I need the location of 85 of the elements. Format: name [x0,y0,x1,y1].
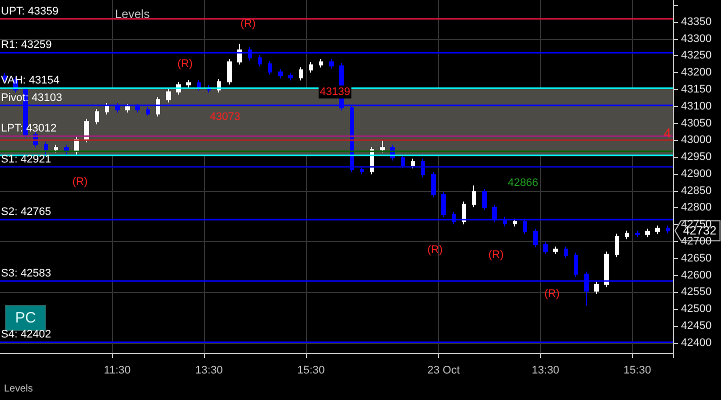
candlestick [166,88,171,103]
y-tick-label: 42950 [681,151,712,164]
candlestick [299,66,303,81]
annotation: 43073 [210,111,240,123]
candlestick [288,72,293,81]
candlestick [329,58,334,70]
candlestick [84,118,89,143]
annotation: 42866 [508,177,538,189]
annotation: (R) [488,249,504,261]
y-tick-label: 42850 [681,184,712,197]
y-tick-label: 42800 [681,202,712,214]
y-tick-label: 42500 [681,303,712,316]
candlestick [604,251,609,288]
x-tick-label: 15:30 [624,364,652,376]
candlestick [227,58,232,85]
candlestick [462,201,466,225]
annotation: (R) [544,288,560,300]
y-tick-label: 43200 [681,66,712,79]
candlestick [645,228,650,238]
candlestick [268,60,272,76]
candlestick [125,104,130,113]
candlestick [411,158,415,169]
y-tick-label: 43350 [681,16,712,28]
candlestick [635,230,640,238]
candlestick [533,228,538,248]
annotation: (R) [427,244,443,256]
candlestick [278,68,283,79]
candlestick [380,140,385,153]
annotation: (R) [72,176,88,188]
y-tick-label: 42900 [681,168,712,180]
candlestick [44,141,48,155]
y-tick-label: 43100 [681,100,712,112]
text: Levels [115,7,150,21]
candlestick [513,218,517,227]
ref-line-label: UPT: 43359 [1,5,58,18]
y-tick-label: 42400 [681,336,712,349]
candlestick [105,102,109,116]
candlestick [309,62,313,74]
y-tick-label: 42600 [681,269,712,282]
candlestick [472,184,476,208]
annotation: 4 [664,126,671,140]
candlestick [655,225,660,235]
candlestick [95,108,99,125]
candlestick [197,80,201,92]
y-tick-label: 43150 [681,84,712,96]
candlestick [594,281,599,294]
ref-line-label: S3: 42583 [1,268,52,280]
candlestick [186,80,191,88]
annotation: (R) [240,18,256,30]
y-tick-label: 42550 [681,286,712,298]
annotation: (R) [177,58,193,70]
candlestick [666,225,670,234]
candlestick [401,154,405,169]
y-tick-label: 43300 [681,32,712,45]
x-tick-label: 23 Oct [427,364,460,376]
y-tick-label: 43050 [681,117,712,130]
y-tick-label: 43250 [681,50,712,62]
candlestick [156,96,160,118]
candlestick [615,233,619,258]
y-tick-label: 42450 [681,320,712,332]
x-tick-label: 15:30 [297,364,325,376]
text: Levels [4,384,33,394]
candlestick [564,246,568,259]
x-tick-label: 13:30 [532,364,560,376]
candlestick [482,188,487,211]
ref-line-label: S4: 42402 [1,328,52,341]
candlestick [574,252,578,278]
candlestick [421,158,425,178]
candlestick [625,230,629,240]
annotation: PC [15,310,36,326]
y-tick-label: 42650 [681,252,712,264]
candlestick [431,171,436,198]
ref-line-label: R1: 43259 [1,39,52,52]
ref-line-label: S2: 42765 [1,206,52,218]
candlestick [319,58,323,68]
candlestick [543,241,548,255]
ref-line-label: S1: 42921 [1,153,52,166]
y-tick-label: 43000 [681,134,712,146]
candlestick [54,144,58,153]
x-tick-label: 13:30 [195,364,223,376]
candlestick [441,191,446,218]
x-tick-label: 11:30 [104,364,131,376]
annotation: 43139 [320,86,350,98]
candlestick [553,246,558,255]
candlestick [360,166,364,175]
